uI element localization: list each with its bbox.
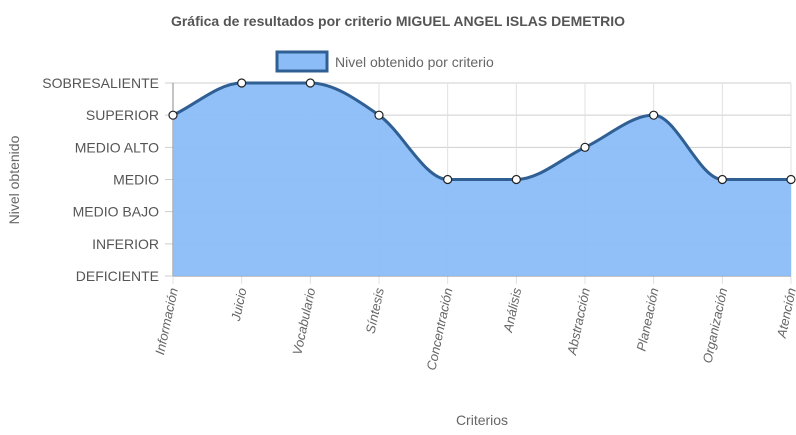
y-tick-label: INFERIOR [92,236,159,252]
data-point[interactable] [511,174,521,185]
x-tick-label: Abstracción [564,287,593,358]
x-tick-label: Concentración [424,287,456,372]
x-axis-title: Criterios [456,412,508,428]
data-point[interactable] [786,174,796,185]
points-layer [168,78,796,185]
y-tick-label: DEFICIENTE [76,268,159,284]
series-line [172,81,791,182]
y-axis-ticks: DEFICIENTE INFERIOR MEDIO BAJO MEDIO MEDIO A… [42,75,159,284]
x-tick-label: Juicio [228,287,250,324]
y-tick-label: SUPERIOR [86,107,159,123]
data-point[interactable] [580,142,590,152]
x-tick-label: Síntesis [363,286,387,335]
x-tick-label: Vocabulario [289,287,318,357]
x-tick-label: Información [152,287,181,357]
legend[interactable]: Nivel obtenido por criterio [275,50,494,73]
data-point[interactable] [237,78,247,88]
x-axis-ticks: Información Juicio Vocabulario Síntesis Conc… [152,286,796,372]
y-axis-title: Nivel obtenido [6,135,22,224]
x-tick-label: Planeación [634,287,662,353]
y-tick-label: MEDIO BAJO [73,204,159,220]
data-point[interactable] [305,78,315,88]
legend-label: Nivel obtenido por criterio [335,54,494,70]
data-point[interactable] [649,110,659,120]
x-tick-label: Atención [774,287,796,341]
y-tick-label: SOBRESALIENTE [42,75,159,91]
data-point[interactable] [374,110,384,120]
chart-title: Gráfica de resultados por criterio MIGUE… [171,13,625,29]
legend-swatch [275,50,329,73]
x-tick-label: Análisis [500,286,524,334]
data-point[interactable] [168,110,178,120]
data-point[interactable] [443,174,453,185]
series-layer [172,81,791,276]
x-tick-label: Organización [700,287,731,365]
data-point[interactable] [717,174,727,185]
y-tick-label: MEDIO [113,172,159,188]
y-tick-label: MEDIO ALTO [75,139,159,155]
